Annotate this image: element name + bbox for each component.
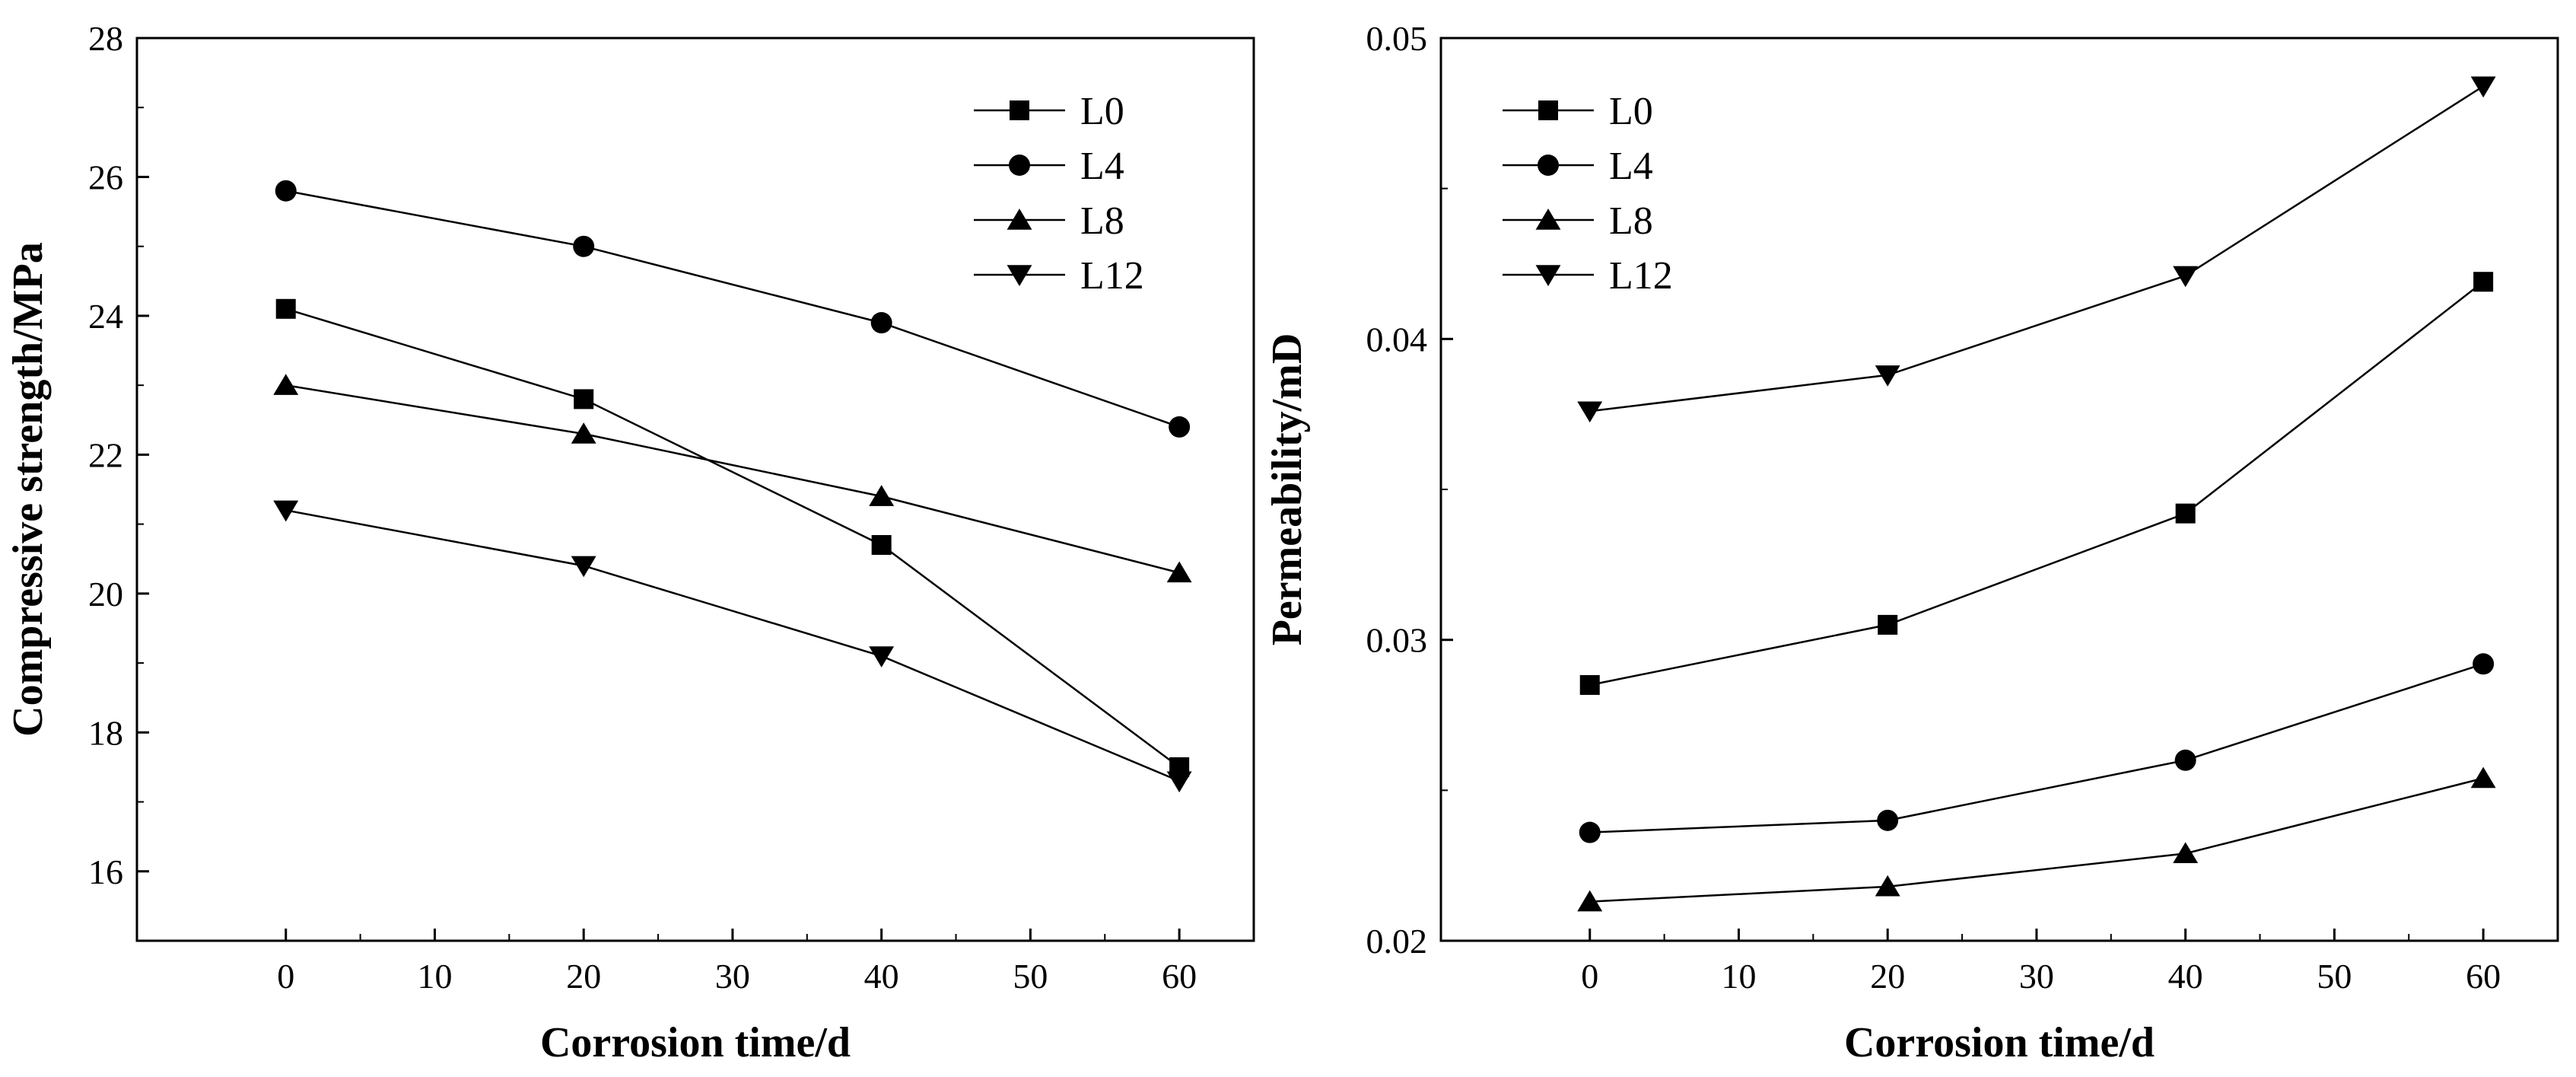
legend-marker-L12: [1007, 265, 1032, 286]
series-line-L4: [285, 190, 1180, 429]
plot-frame: [135, 37, 1255, 942]
data-point-L0: [574, 389, 594, 409]
data-point-L8: [571, 422, 596, 444]
series-L12: [273, 500, 1192, 793]
data-point-L12: [571, 556, 596, 578]
legend: L0 L4 L8 L12: [1503, 90, 1673, 298]
x-tick-label: 50: [2317, 957, 2352, 996]
series-L0: [275, 298, 1190, 777]
y-tick-label: 0.04: [1366, 320, 1428, 358]
legend-marker-L8: [1535, 209, 1561, 230]
legend-marker-L12: [1535, 265, 1561, 286]
x-axis-title: Corrosion time/d: [1844, 1019, 2155, 1066]
data-point-L4: [573, 235, 595, 257]
y-tick-label: 0.03: [1366, 621, 1428, 660]
x-tick-label: 60: [2466, 957, 2501, 996]
data-point-L0: [1878, 614, 1898, 635]
x-tick-label: 0: [277, 957, 294, 996]
chart-panel-1: 0 10 20 30 40 50 60 16 18 20 22 24 26 28 Corrosion tim…: [5, 19, 1255, 1066]
data-point-L12: [1577, 401, 1603, 423]
data-point-L12: [1875, 365, 1900, 387]
legend-label-L4: L4: [1080, 145, 1124, 188]
y-tick-label: 26: [88, 158, 123, 196]
series-line-L0: [1589, 281, 2484, 687]
data-point-L0: [871, 534, 892, 555]
series-L0: [1579, 272, 2494, 695]
legend-label-L4: L4: [1609, 145, 1653, 188]
data-point-L8: [2173, 842, 2199, 864]
legend: L0 L4 L8 L12: [974, 90, 1144, 298]
data-point-L4: [870, 312, 892, 334]
data-point-L8: [1577, 890, 1603, 912]
data-point-L8: [869, 485, 895, 506]
series-line-L12: [285, 509, 1180, 782]
data-point-L8: [273, 374, 299, 395]
series-line-L8: [285, 384, 1180, 574]
data-point-L0: [2473, 272, 2494, 292]
series-L4: [275, 180, 1191, 438]
data-point-L12: [2173, 266, 2199, 288]
series-line-L0: [285, 307, 1180, 768]
legend-label-L12: L12: [1609, 254, 1673, 298]
x-tick-label: 0: [1581, 957, 1598, 996]
data-point-L4: [2174, 749, 2196, 771]
y-tick-label: 20: [88, 575, 123, 613]
chart-panel-2: 0 10 20 30 40 50 60 0.02 0.03 0.04 0.05 Corrosion t…: [1264, 19, 2559, 1066]
x-tick-label: 50: [1013, 957, 1048, 996]
data-point-L12: [869, 646, 895, 668]
legend-label-L8: L8: [1080, 199, 1124, 243]
legend-label-L0: L0: [1080, 90, 1124, 133]
data-point-L0: [2175, 503, 2196, 524]
legend-marker-L0: [1010, 100, 1029, 120]
data-point-L4: [275, 180, 297, 202]
data-point-L4: [1877, 809, 1899, 831]
series-line-L12: [1589, 85, 2484, 413]
series-L4: [1579, 653, 2495, 843]
y-tick-label: 24: [88, 297, 123, 336]
data-point-L12: [1166, 771, 1192, 793]
x-tick-label: 40: [2168, 957, 2203, 996]
legend-marker-L0: [1538, 100, 1558, 120]
legend-label-L0: L0: [1609, 90, 1653, 133]
x-tick-label: 60: [1162, 957, 1197, 996]
y-axis-title: Permeability/mD: [1264, 333, 1311, 646]
data-point-L8: [1875, 875, 1900, 897]
x-tick-label: 20: [1870, 957, 1905, 996]
data-point-L12: [273, 500, 299, 522]
x-tick-label: 40: [864, 957, 899, 996]
y-axis-title: Compressive strength/MPa: [5, 242, 52, 737]
x-tick-label: 10: [417, 957, 452, 996]
y-tick-label: 22: [88, 435, 123, 474]
y-tick-label: 16: [88, 852, 123, 891]
legend-label-L8: L8: [1609, 199, 1653, 243]
data-point-L8: [2470, 766, 2496, 789]
series-L8: [273, 374, 1192, 583]
series-line-L8: [1589, 777, 2484, 903]
legend-marker-L8: [1007, 209, 1032, 230]
data-point-L4: [1579, 821, 1601, 843]
y-tick-label: 0.02: [1366, 922, 1428, 961]
legend-marker-L4: [1538, 155, 1559, 176]
data-point-L8: [1166, 561, 1192, 583]
x-tick-label: 30: [2019, 957, 2054, 996]
series-L12: [1577, 76, 2496, 423]
data-point-L4: [2473, 653, 2495, 675]
data-point-L0: [1579, 674, 1600, 695]
legend-label-L12: L12: [1080, 254, 1144, 298]
series-L8: [1577, 766, 2496, 912]
x-tick-label: 30: [715, 957, 750, 996]
y-tick-label: 18: [88, 713, 123, 752]
x-axis-title: Corrosion time/d: [540, 1019, 851, 1066]
y-tick-label: 28: [88, 19, 123, 58]
legend-marker-L4: [1009, 155, 1030, 176]
x-tick-label: 20: [566, 957, 601, 996]
data-point-L0: [275, 298, 296, 319]
y-tick-label: 0.05: [1366, 19, 1428, 58]
data-point-L12: [2470, 76, 2496, 98]
series-line-L4: [1589, 663, 2484, 833]
data-point-L4: [1169, 416, 1191, 438]
x-tick-label: 10: [1721, 957, 1756, 996]
